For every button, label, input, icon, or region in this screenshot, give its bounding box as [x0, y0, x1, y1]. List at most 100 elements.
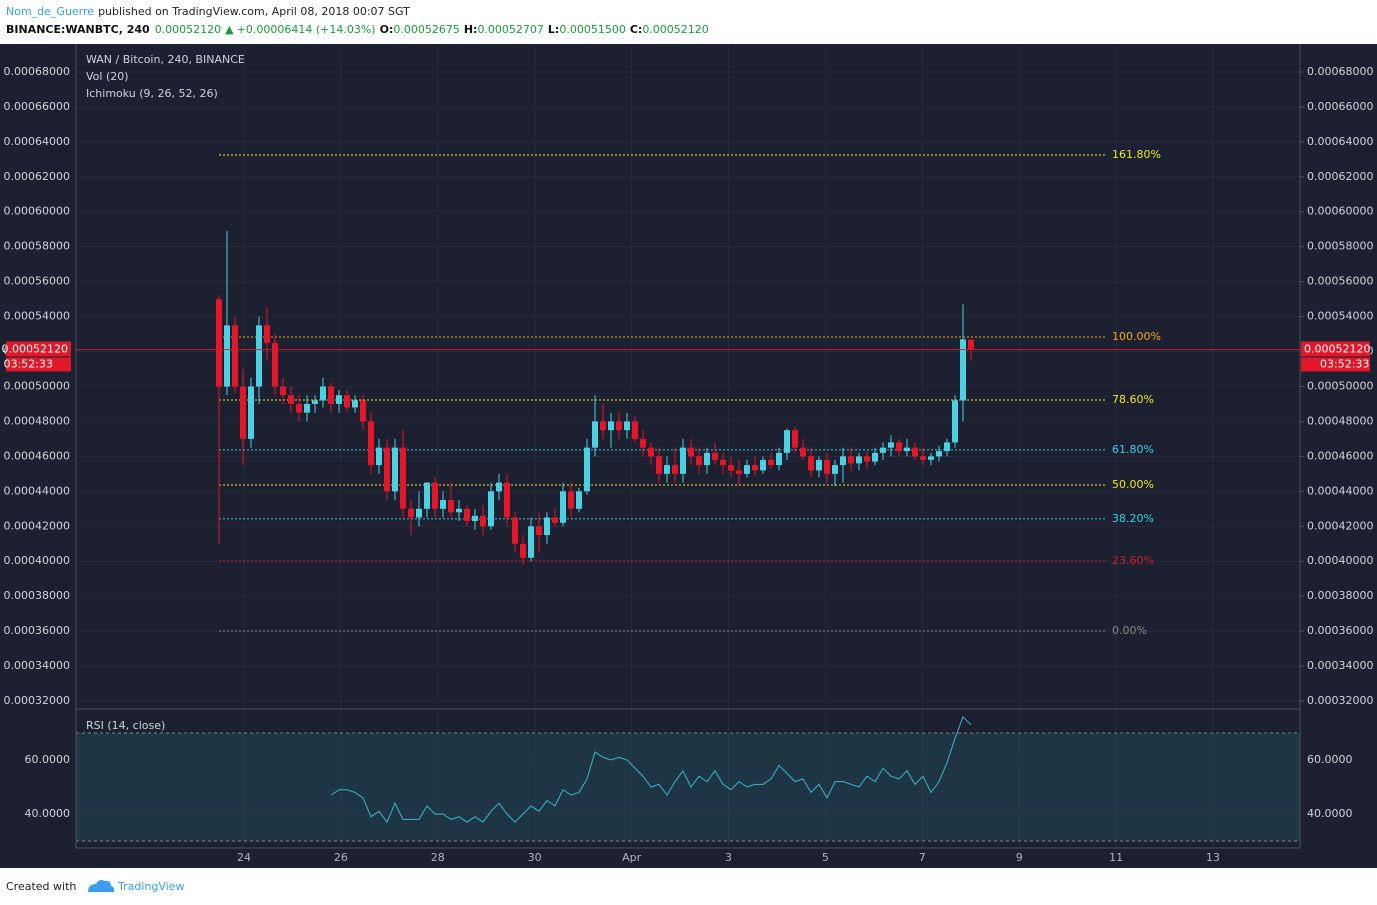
y-tick-label: 0.00048000 [1307, 414, 1373, 427]
candle-body [408, 508, 414, 518]
y-tick-label: 0.00042000 [4, 519, 70, 532]
y-tick-label: 0.00050000 [4, 379, 70, 392]
candle-body [520, 543, 526, 558]
candle-body [496, 482, 502, 492]
candle-body [680, 447, 686, 474]
y-tick-label: 0.00064000 [1307, 135, 1373, 148]
y-tick-label: 0.00040000 [4, 554, 70, 567]
candle-body [288, 395, 294, 404]
arrow: ▲ [225, 23, 234, 36]
candle-body [576, 491, 582, 509]
candle-body [472, 515, 478, 522]
x-tick-label: 24 [237, 851, 251, 864]
candle-body [432, 482, 438, 509]
candle-body [624, 421, 630, 431]
candle-body [368, 421, 374, 466]
fib-label: 161.80% [1112, 148, 1161, 161]
candle-body [448, 500, 454, 513]
countdown-box [1301, 357, 1370, 372]
countdown-label: 03:52:33 [1320, 357, 1369, 370]
fib-label: 61.80% [1112, 443, 1154, 456]
candle-body [752, 465, 758, 471]
chart-title: WAN / Bitcoin, 240, BINANCE [86, 53, 245, 66]
candle-body [760, 459, 766, 471]
y-tick-label: 0.00062000 [4, 170, 70, 183]
candle-body [360, 400, 366, 422]
x-tick-label: 30 [528, 851, 542, 864]
fib-label: 100.00% [1112, 330, 1161, 343]
y-tick-label: 0.00046000 [4, 449, 70, 462]
fib-label: 23.60% [1112, 554, 1154, 567]
candle-body [216, 299, 222, 387]
y-tick-label: 0.00042000 [1307, 519, 1373, 532]
fib-label: 50.00% [1112, 478, 1154, 491]
y-tick-label: 0.00066000 [4, 100, 70, 113]
last-price-label: 0.00052120 [2, 342, 68, 355]
candle-body [352, 400, 358, 408]
candle-body [272, 342, 278, 387]
published: published on TradingView.com, April 08, … [98, 5, 410, 18]
rsi-tick-label: 40.0000 [1307, 807, 1353, 820]
last: 0.00052120 [155, 23, 221, 36]
candle-body [464, 508, 470, 522]
y-tick-label: 0.00068000 [4, 65, 70, 78]
rsi-title: RSI (14, close) [86, 719, 165, 732]
candle-body [720, 459, 726, 466]
x-tick-label: 3 [725, 851, 732, 864]
candle-body [232, 325, 238, 387]
x-tick-label: 26 [334, 851, 348, 864]
low: 0.00051500 [559, 23, 625, 36]
candle-body [320, 386, 326, 401]
y-tick-label: 0.00044000 [1307, 484, 1373, 497]
y-tick-label: 0.00062000 [1307, 170, 1373, 183]
author[interactable]: Nom_de_Guerre [6, 5, 94, 18]
rsi-line [330, 715, 972, 824]
candle-body [648, 447, 654, 457]
x-tick-label: Apr [622, 851, 642, 864]
y-tick-label: 0.00050000 [1307, 379, 1373, 392]
y-tick-label: 0.00032000 [1307, 694, 1373, 707]
candle-body [968, 339, 974, 350]
candle-body [704, 452, 710, 466]
candle-body [224, 325, 230, 387]
y-tick-label: 0.00036000 [4, 624, 70, 637]
candle-body [336, 395, 342, 404]
candle-body [264, 325, 270, 343]
indicator-label: Ichimoku (9, 26, 52, 26) [86, 87, 218, 100]
candle-body [296, 403, 302, 413]
change: +0.00006414 (+14.03%) [237, 23, 376, 36]
c-label: C: [630, 23, 642, 36]
candle-body [312, 400, 318, 404]
candle-body [784, 430, 790, 453]
candle-body [848, 456, 854, 464]
open: 0.00052675 [393, 23, 459, 36]
candle-body [832, 465, 838, 474]
y-tick-label: 0.00034000 [4, 659, 70, 672]
y-tick-label: 0.00060000 [4, 205, 70, 218]
candle-body [544, 517, 550, 536]
candle-body [592, 421, 598, 448]
candle-body [840, 456, 846, 466]
footer-brand[interactable]: TradingView [117, 880, 184, 893]
candle-body [712, 452, 718, 460]
x-tick-label: 9 [1016, 851, 1023, 864]
candle-body [504, 482, 510, 518]
y-tick-label: 0.00040000 [1307, 554, 1373, 567]
x-tick-label: 7 [919, 851, 926, 864]
rsi-tick-label: 60.0000 [1307, 753, 1353, 766]
fib-label: 0.00% [1112, 624, 1147, 637]
candle-body [568, 491, 574, 509]
indicator-label: Vol (20) [86, 70, 129, 83]
y-tick-label: 0.00066000 [1307, 100, 1373, 113]
high: 0.00052707 [477, 23, 543, 36]
header-line-1: Nom_de_Guerre published on TradingView.co… [6, 5, 410, 18]
candle-body [880, 447, 886, 453]
symbol: BINANCE:WANBTC, 240 [6, 23, 150, 36]
candle-body [328, 386, 334, 404]
candle-body [480, 515, 486, 527]
o-label: O: [380, 23, 394, 36]
y-tick-label: 0.00056000 [4, 275, 70, 288]
last-price-box [6, 341, 71, 357]
candle-body [416, 508, 422, 518]
